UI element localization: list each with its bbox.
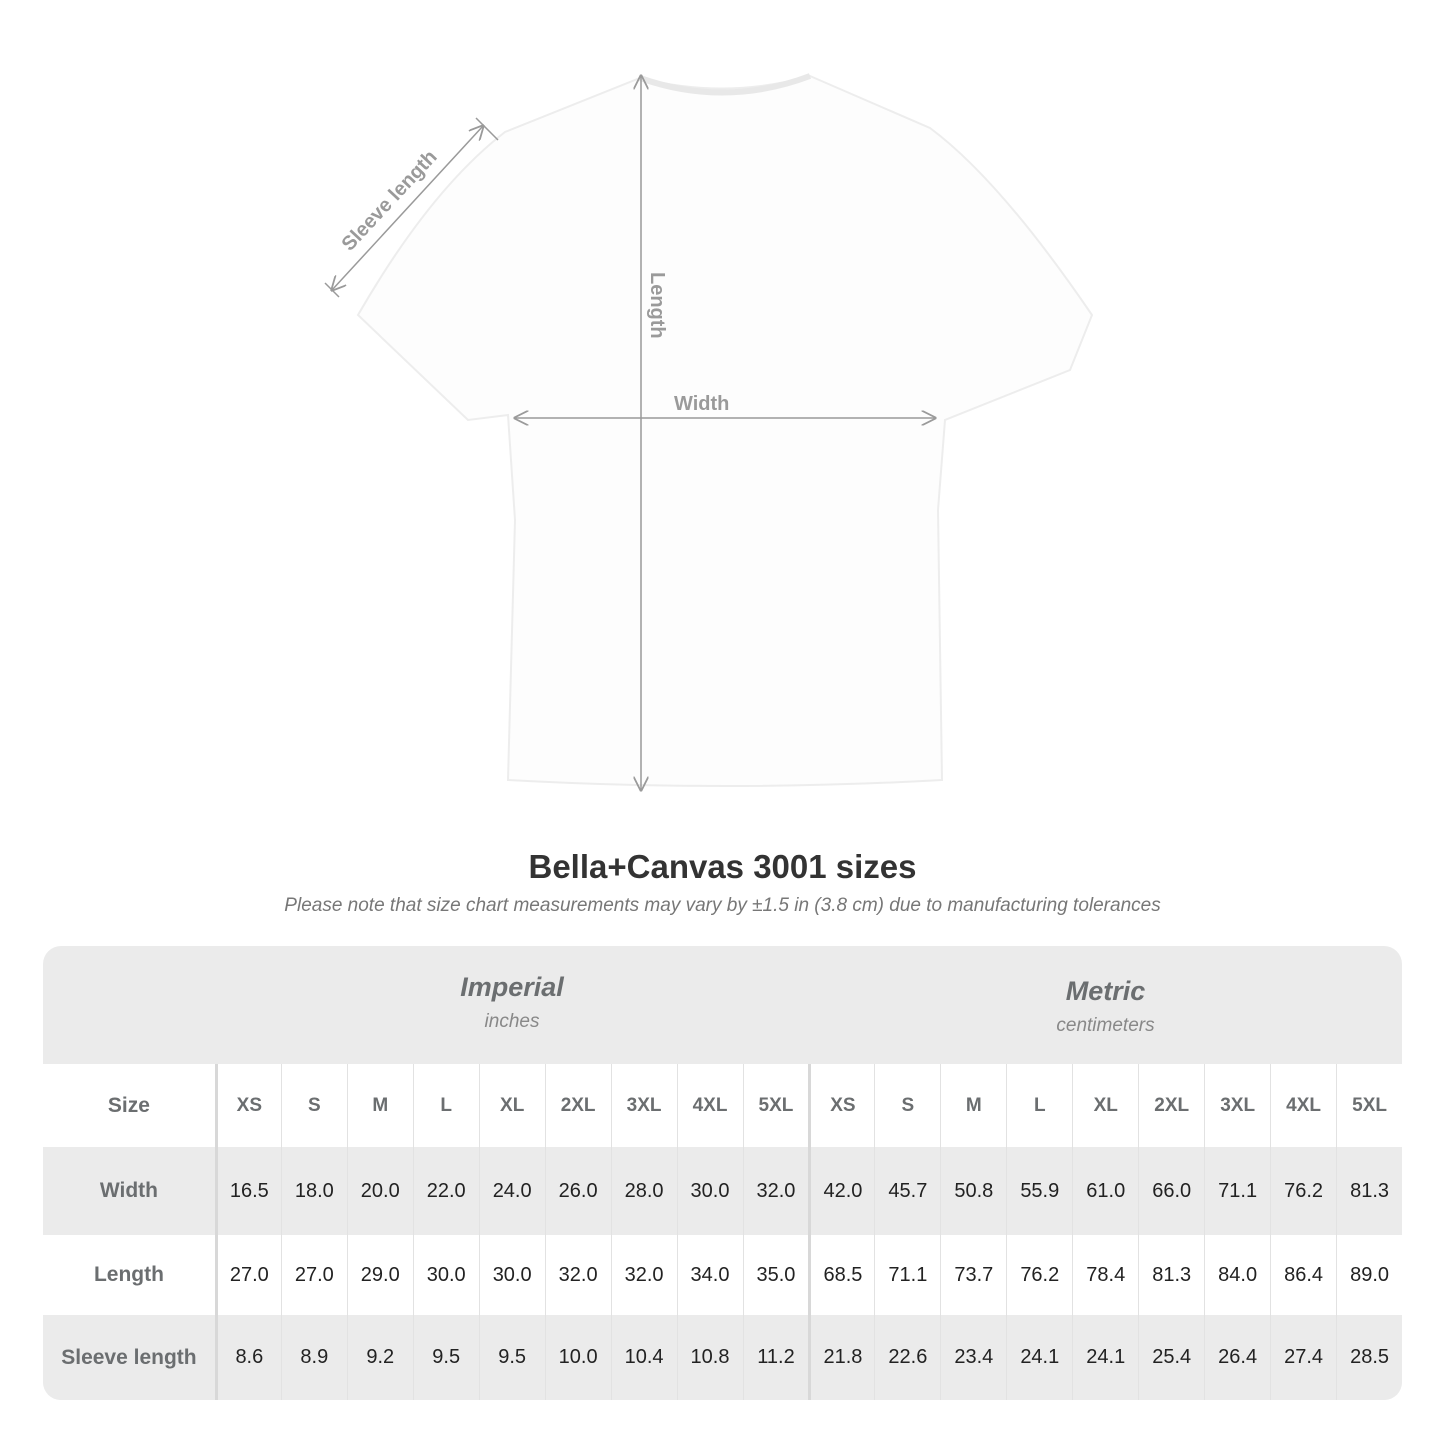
table-cell: 71.1 xyxy=(1204,1147,1270,1235)
table-cell: 89.0 xyxy=(1336,1235,1402,1315)
table-row: Sleeve length 8.6 8.9 9.2 9.5 9.5 10.0 10.4 10.8… xyxy=(43,1315,1402,1400)
size-header-cell: L xyxy=(412,1064,479,1147)
table-cell: 76.2 xyxy=(1006,1235,1072,1315)
table-cell: 22.0 xyxy=(412,1147,479,1235)
size-header-cell: M xyxy=(346,1064,413,1147)
imperial-header: Imperial inches xyxy=(215,946,809,1064)
table-cell: 18.0 xyxy=(280,1147,347,1235)
tshirt-image xyxy=(356,74,1094,787)
tshirt-diagram: Sleeve length Length Width xyxy=(324,73,1094,800)
size-header-cell: 2XL xyxy=(544,1064,611,1147)
table-cell: 50.8 xyxy=(940,1147,1006,1235)
table-cell: 34.0 xyxy=(676,1235,743,1315)
row-label: Width xyxy=(99,1179,158,1202)
table-cell: 61.0 xyxy=(1072,1147,1138,1235)
width-label: Width xyxy=(674,393,729,415)
table-cell: 26.4 xyxy=(1204,1315,1270,1400)
size-chart-table: Imperial inches Metric centimeters Size … xyxy=(43,946,1402,1400)
table-cell: 73.7 xyxy=(940,1235,1006,1315)
size-header-cell: 2XL xyxy=(1138,1064,1204,1147)
size-header-cell: 5XL xyxy=(1336,1064,1402,1147)
size-header-cell: 4XL xyxy=(676,1064,743,1147)
size-header-cell: 5XL xyxy=(742,1064,809,1147)
size-header-cell: S xyxy=(280,1064,347,1147)
size-header-cell: XS xyxy=(808,1064,874,1147)
metric-unit: centimeters xyxy=(1056,1015,1155,1036)
imperial-label: Imperial xyxy=(460,972,564,1002)
table-cell: 86.4 xyxy=(1270,1235,1336,1315)
table-cell: 81.3 xyxy=(1336,1147,1402,1235)
size-row: Size XS S M L XL 2XL 3XL 4XL 5XL XS S M L XL 2XL 3XL 4XL… xyxy=(43,1064,1402,1147)
table-cell: 35.0 xyxy=(742,1235,809,1315)
table-cell: 30.0 xyxy=(478,1235,545,1315)
table-cell: 20.0 xyxy=(346,1147,413,1235)
table-cell: 55.9 xyxy=(1006,1147,1072,1235)
row-label: Length xyxy=(93,1263,164,1286)
metric-label: Metric xyxy=(1065,976,1146,1006)
length-label: Length xyxy=(646,272,668,339)
table-cell: 28.0 xyxy=(610,1147,677,1235)
table-cell: 30.0 xyxy=(676,1147,743,1235)
table-cell: 9.5 xyxy=(478,1315,545,1400)
table-cell: 22.6 xyxy=(874,1315,940,1400)
table-cell: 8.9 xyxy=(280,1315,347,1400)
table-cell: 71.1 xyxy=(874,1235,940,1315)
table-cell: 9.5 xyxy=(412,1315,479,1400)
size-header-cell: S xyxy=(874,1064,940,1147)
size-header-cell: XS xyxy=(214,1064,281,1147)
table-cell: 24.0 xyxy=(478,1147,545,1235)
imperial-unit: inches xyxy=(484,1011,540,1032)
size-header-cell: 3XL xyxy=(1204,1064,1270,1147)
table-cell: 25.4 xyxy=(1138,1315,1204,1400)
table-cell: 32.0 xyxy=(544,1235,611,1315)
size-header-cell: 3XL xyxy=(610,1064,677,1147)
table-cell: 26.0 xyxy=(544,1147,611,1235)
size-header-cell: XL xyxy=(1072,1064,1138,1147)
table-cell: 81.3 xyxy=(1138,1235,1204,1315)
row-label: Sleeve length xyxy=(61,1345,197,1369)
table-cell: 8.6 xyxy=(214,1315,281,1400)
table-cell: 10.4 xyxy=(610,1315,677,1400)
table-cell: 42.0 xyxy=(808,1147,874,1235)
table-cell: 32.0 xyxy=(610,1235,677,1315)
table-cell: 24.1 xyxy=(1006,1315,1072,1400)
size-header-cell: L xyxy=(1006,1064,1072,1147)
table-cell: 9.2 xyxy=(346,1315,413,1400)
size-header-cell: 4XL xyxy=(1270,1064,1336,1147)
table-cell: 76.2 xyxy=(1270,1147,1336,1235)
table-cell: 10.0 xyxy=(544,1315,611,1400)
size-header: Size xyxy=(107,1093,150,1117)
table-cell: 45.7 xyxy=(874,1147,940,1235)
table-cell: 78.4 xyxy=(1072,1235,1138,1315)
table-cell: 27.4 xyxy=(1270,1315,1336,1400)
table-cell: 32.0 xyxy=(742,1147,809,1235)
table-row: Length 27.0 27.0 29.0 30.0 30.0 32.0 32.0 34.0 35… xyxy=(43,1235,1402,1315)
table-cell: 27.0 xyxy=(214,1235,281,1315)
page-title: Bella+Canvas 3001 sizes xyxy=(528,848,917,885)
table-cell: 29.0 xyxy=(346,1235,413,1315)
table-row: Width 16.5 18.0 20.0 22.0 24.0 26.0 28.0 30.0 32.… xyxy=(43,1147,1402,1235)
table-cell: 23.4 xyxy=(940,1315,1006,1400)
size-header-cell: M xyxy=(940,1064,1006,1147)
table-cell: 24.1 xyxy=(1072,1315,1138,1400)
page-subtitle: Please note that size chart measurements… xyxy=(284,895,1161,916)
table-cell: 28.5 xyxy=(1336,1315,1402,1400)
table-cell: 16.5 xyxy=(214,1147,281,1235)
table-cell: 84.0 xyxy=(1204,1235,1270,1315)
metric-header: Metric centimeters xyxy=(809,950,1402,1068)
table-cell: 30.0 xyxy=(412,1235,479,1315)
table-cell: 68.5 xyxy=(808,1235,874,1315)
table-cell: 66.0 xyxy=(1138,1147,1204,1235)
table-cell: 21.8 xyxy=(808,1315,874,1400)
table-cell: 11.2 xyxy=(742,1315,809,1400)
size-header-cell: XL xyxy=(478,1064,545,1147)
table-cell: 27.0 xyxy=(280,1235,347,1315)
sleeve-length-arrow xyxy=(332,126,483,290)
table-cell: 10.8 xyxy=(676,1315,743,1400)
